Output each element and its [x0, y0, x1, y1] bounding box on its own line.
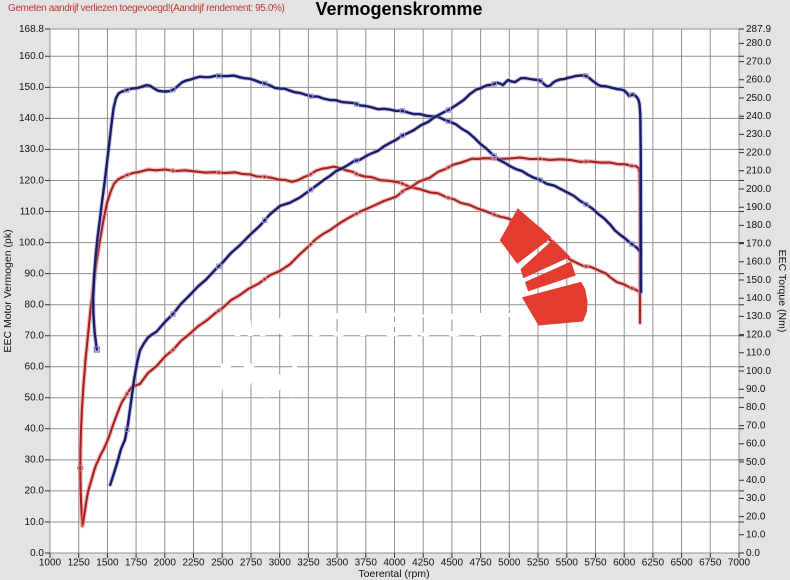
svg-text:3250: 3250: [297, 558, 320, 569]
svg-text:50.0: 50.0: [25, 393, 45, 404]
svg-text:5750: 5750: [584, 558, 607, 569]
svg-text:40.0: 40.0: [25, 424, 45, 435]
svg-text:3500: 3500: [326, 558, 349, 569]
svg-text:Gemeten aandrijf verliezen toe: Gemeten aandrijf verliezen toegevoegd!(A…: [8, 3, 284, 14]
svg-text:Mot: Mot: [214, 355, 301, 408]
svg-text:230.0: 230.0: [746, 129, 771, 140]
svg-text:150.0: 150.0: [746, 275, 771, 286]
svg-text:80.0: 80.0: [746, 402, 766, 413]
svg-text:80.0: 80.0: [25, 300, 45, 311]
svg-text:1500: 1500: [96, 558, 119, 569]
svg-text:4250: 4250: [412, 558, 435, 569]
svg-text:5250: 5250: [527, 558, 550, 569]
svg-text:EEC Torque (Nm): EEC Torque (Nm): [776, 250, 788, 333]
svg-text:2250: 2250: [182, 558, 205, 569]
svg-text:6000: 6000: [613, 558, 636, 569]
svg-text:0.0: 0.0: [30, 548, 44, 559]
svg-text:190.0: 190.0: [746, 202, 771, 213]
svg-text:120.0: 120.0: [746, 329, 771, 340]
svg-text:100.0: 100.0: [19, 237, 44, 248]
svg-text:1250: 1250: [68, 558, 91, 569]
svg-text:6500: 6500: [670, 558, 693, 569]
svg-text:0.0: 0.0: [746, 548, 760, 559]
svg-text:70.0: 70.0: [746, 420, 766, 431]
svg-text:5000: 5000: [498, 558, 521, 569]
svg-text:250.0: 250.0: [746, 93, 771, 104]
svg-text:5500: 5500: [556, 558, 579, 569]
svg-text:240.0: 240.0: [746, 111, 771, 122]
svg-text:Vermogenskromme: Vermogenskromme: [315, 0, 482, 19]
svg-text:6250: 6250: [642, 558, 665, 569]
svg-text:Motorsport: Motorsport: [234, 297, 516, 346]
svg-text:20.0: 20.0: [25, 486, 45, 497]
svg-text:287.9: 287.9: [746, 24, 771, 35]
svg-text:210.0: 210.0: [746, 166, 771, 177]
svg-text:160.0: 160.0: [746, 257, 771, 268]
svg-text:20.0: 20.0: [746, 511, 766, 522]
svg-text:7000: 7000: [728, 558, 751, 569]
svg-text:3750: 3750: [355, 558, 378, 569]
svg-text:40.0: 40.0: [746, 475, 766, 486]
svg-text:150.0: 150.0: [19, 82, 44, 93]
svg-text:130.0: 130.0: [19, 144, 44, 155]
svg-text:100.0: 100.0: [746, 366, 771, 377]
svg-text:10.0: 10.0: [746, 530, 766, 541]
svg-text:160.0: 160.0: [19, 51, 44, 62]
svg-text:170.0: 170.0: [746, 238, 771, 249]
svg-text:90.0: 90.0: [25, 268, 45, 279]
svg-text:70.0: 70.0: [25, 331, 45, 342]
svg-text:90.0: 90.0: [746, 384, 766, 395]
svg-text:4500: 4500: [441, 558, 464, 569]
svg-text:60.0: 60.0: [746, 439, 766, 450]
svg-text:110.0: 110.0: [20, 206, 45, 217]
svg-text:180.0: 180.0: [746, 220, 771, 231]
svg-text:EEC Motor Vermogen (pk): EEC Motor Vermogen (pk): [2, 229, 14, 352]
svg-text:280.0: 280.0: [746, 38, 771, 49]
svg-text:4000: 4000: [383, 558, 406, 569]
svg-text:1750: 1750: [125, 558, 148, 569]
svg-text:140.0: 140.0: [746, 293, 771, 304]
svg-text:140.0: 140.0: [19, 113, 44, 124]
svg-text:260.0: 260.0: [746, 75, 771, 86]
svg-text:3000: 3000: [269, 558, 292, 569]
svg-text:Toerental (rpm): Toerental (rpm): [358, 568, 429, 580]
svg-text:4750: 4750: [469, 558, 492, 569]
svg-text:2750: 2750: [240, 558, 263, 569]
svg-text:30.0: 30.0: [25, 455, 45, 466]
svg-text:60.0: 60.0: [25, 362, 45, 373]
svg-text:2500: 2500: [211, 558, 234, 569]
svg-text:270.0: 270.0: [746, 56, 771, 67]
svg-text:6750: 6750: [699, 558, 722, 569]
svg-text:30.0: 30.0: [746, 493, 766, 504]
svg-text:2000: 2000: [154, 558, 177, 569]
svg-text:1000: 1000: [39, 558, 62, 569]
svg-text:168.8: 168.8: [19, 24, 44, 35]
svg-text:50.0: 50.0: [746, 457, 766, 468]
svg-text:110.0: 110.0: [746, 348, 771, 359]
svg-text:130.0: 130.0: [746, 311, 771, 322]
svg-text:10.0: 10.0: [25, 517, 45, 528]
svg-text:120.0: 120.0: [19, 175, 44, 186]
svg-text:220.0: 220.0: [746, 147, 771, 158]
svg-text:200.0: 200.0: [746, 184, 771, 195]
